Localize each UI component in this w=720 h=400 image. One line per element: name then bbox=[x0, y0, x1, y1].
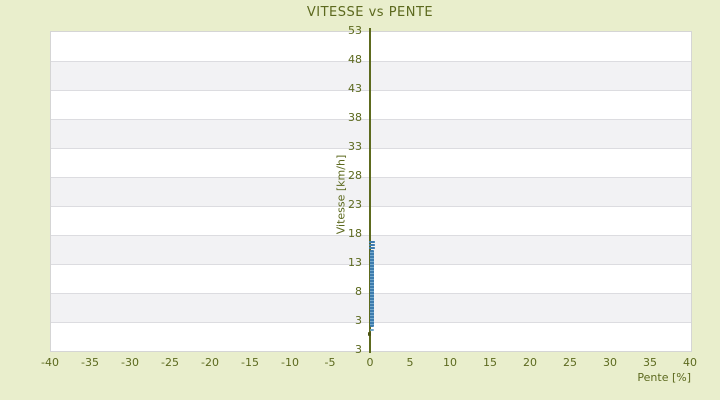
chart-title: VITESSE vs PENTE bbox=[306, 5, 434, 20]
scatter-point-dark bbox=[368, 332, 371, 337]
x-tick-label: 25 bbox=[563, 356, 577, 369]
y-tick-label: 18 bbox=[348, 227, 362, 240]
x-tick-label: -5 bbox=[324, 356, 336, 369]
x-axis-title: Pente [%] bbox=[637, 371, 691, 384]
grid-line bbox=[51, 177, 691, 178]
grid-band bbox=[51, 148, 691, 177]
grid-band bbox=[51, 61, 691, 90]
grid-line bbox=[51, 90, 691, 91]
plot-area bbox=[50, 31, 692, 352]
x-tick-label: -30 bbox=[121, 356, 139, 369]
x-tick-label: -10 bbox=[281, 356, 299, 369]
x-tick-label: -20 bbox=[201, 356, 219, 369]
x-tick-label: 5 bbox=[406, 356, 414, 369]
y-axis-line bbox=[369, 28, 371, 353]
x-tick-label: 35 bbox=[643, 356, 657, 369]
y-tick-label: 28 bbox=[348, 169, 362, 182]
y-tick-label: 3 bbox=[355, 314, 362, 327]
grid-line bbox=[51, 235, 691, 236]
x-tick-label: -15 bbox=[241, 356, 259, 369]
y-tick-label: 23 bbox=[348, 198, 362, 211]
y-tick-label: 8 bbox=[355, 285, 362, 298]
scatter-point bbox=[369, 244, 375, 247]
grid-line bbox=[51, 148, 691, 149]
y-axis-title: Vitesse [km/h] bbox=[334, 154, 348, 235]
grid-band bbox=[51, 32, 691, 61]
scatter-point bbox=[369, 241, 375, 244]
x-tick-label: 40 bbox=[683, 356, 697, 369]
x-tick-label: 15 bbox=[483, 356, 497, 369]
x-tick-label: 0 bbox=[366, 356, 374, 369]
y-tick-label: 38 bbox=[348, 111, 362, 124]
x-tick-label: -35 bbox=[81, 356, 99, 369]
grid-band bbox=[51, 206, 691, 235]
grid-band bbox=[51, 177, 691, 206]
y-tick-label: 43 bbox=[348, 82, 362, 95]
scatter-dense-cluster bbox=[370, 250, 374, 327]
grid-line bbox=[51, 119, 691, 120]
grid-line bbox=[51, 61, 691, 62]
y-tick-label: 13 bbox=[348, 256, 362, 269]
x-tick-label: 30 bbox=[603, 356, 617, 369]
grid-band bbox=[51, 119, 691, 148]
y-tick-label: 33 bbox=[348, 140, 362, 153]
grid-line bbox=[51, 206, 691, 207]
x-tick-label: 20 bbox=[523, 356, 537, 369]
grid-band bbox=[51, 322, 691, 351]
x-tick-label: -40 bbox=[41, 356, 59, 369]
x-tick-label: 10 bbox=[443, 356, 457, 369]
x-tick-label: -25 bbox=[161, 356, 179, 369]
y-tick-label: 3 bbox=[355, 343, 362, 356]
scatter-point-outlier bbox=[370, 329, 374, 332]
grid-band bbox=[51, 90, 691, 119]
scatter-point bbox=[369, 246, 375, 249]
y-tick-label: 48 bbox=[348, 53, 362, 66]
y-tick-label: 53 bbox=[348, 24, 362, 37]
